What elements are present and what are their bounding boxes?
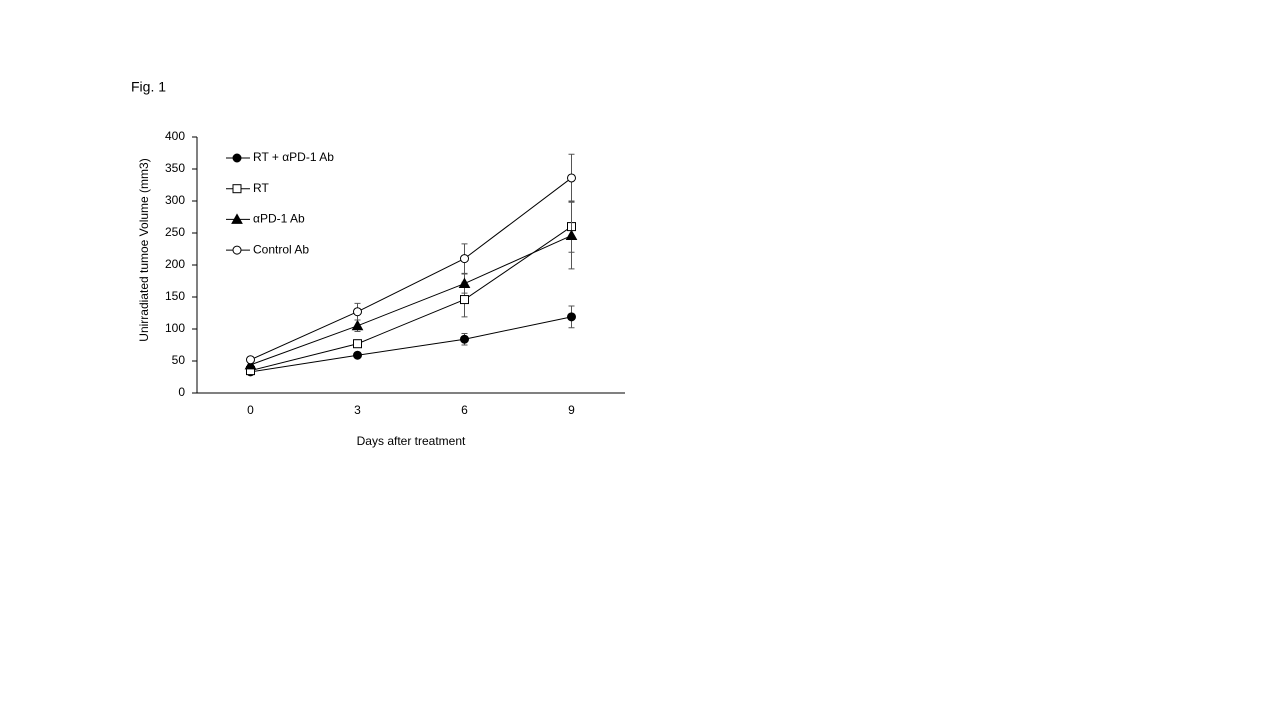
- x-tick-label: 3: [354, 403, 361, 417]
- data-point: [351, 319, 364, 331]
- data-point: [353, 339, 362, 349]
- x-tick-label: 0: [247, 403, 254, 417]
- data-point: [458, 277, 471, 289]
- legend-label: RT: [253, 181, 269, 195]
- data-point: [565, 229, 578, 241]
- y-tick-label: 50: [172, 353, 186, 367]
- y-tick-label: 0: [178, 385, 185, 399]
- y-tick-label: 200: [165, 257, 185, 271]
- data-point: [353, 307, 362, 317]
- data-point: [244, 358, 257, 370]
- legend-label: RT + αPD-1 Ab: [253, 150, 334, 164]
- y-tick-label: 150: [165, 289, 185, 303]
- series-line: [250, 235, 572, 366]
- data-point: [460, 334, 469, 344]
- y-tick-label: 400: [165, 129, 185, 143]
- y-axis-label: Unirradiated tumoe Volume (mm3): [137, 158, 151, 341]
- data-point: [567, 312, 576, 322]
- data-point: [460, 295, 469, 305]
- y-tick-label: 300: [165, 193, 185, 207]
- y-tick-label: 350: [165, 161, 185, 175]
- x-tick-label: 6: [461, 403, 468, 417]
- series-line: [250, 226, 572, 372]
- chart-title: Fig. 1: [131, 79, 166, 95]
- y-tick-label: 100: [165, 321, 185, 335]
- legend-marker: [231, 213, 243, 224]
- legend-label: αPD-1 Ab: [253, 212, 305, 226]
- legend-marker: [232, 245, 242, 255]
- data-point: [246, 355, 255, 365]
- legend-label: Control Ab: [253, 242, 309, 256]
- data-point: [353, 350, 362, 360]
- data-point: [567, 173, 576, 183]
- legend-marker: [232, 184, 242, 194]
- x-tick-label: 9: [568, 403, 575, 417]
- series-line: [250, 316, 572, 373]
- x-axis-label: Days after treatment: [357, 434, 466, 448]
- series-line: [250, 177, 572, 361]
- y-tick-label: 250: [165, 225, 185, 239]
- data-point: [460, 254, 469, 264]
- legend-marker: [232, 153, 242, 163]
